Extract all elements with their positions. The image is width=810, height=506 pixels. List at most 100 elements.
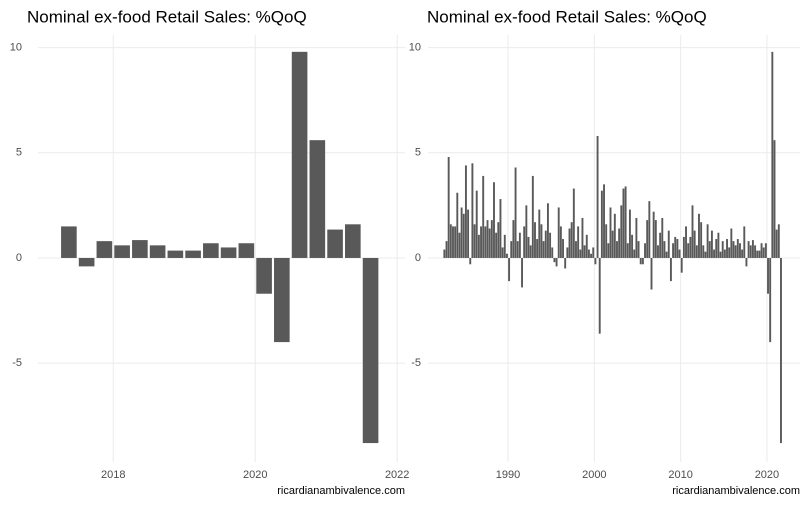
y-tick-label: 10 (409, 42, 421, 54)
bar (639, 257, 642, 265)
bar (667, 230, 670, 258)
bar (527, 236, 530, 258)
bar (745, 257, 748, 267)
bar (362, 257, 379, 444)
bar (493, 182, 495, 258)
bar (518, 232, 521, 258)
y-tick-label: 5 (415, 147, 421, 159)
bar (546, 203, 549, 258)
bar (538, 209, 541, 258)
bar (464, 165, 467, 258)
bar (769, 257, 772, 343)
bar (700, 222, 703, 258)
bar (691, 205, 694, 258)
bar (497, 222, 500, 258)
bar (551, 247, 554, 258)
x-tick-label: 1990 (496, 469, 520, 481)
bar (652, 211, 655, 258)
bar (445, 241, 448, 258)
bar (501, 247, 504, 258)
bar (646, 220, 649, 258)
caption: ricardianambivalence.com (672, 485, 800, 497)
bar (540, 224, 543, 258)
bar (754, 245, 757, 258)
bar (505, 253, 508, 258)
bar (477, 234, 480, 258)
bar (557, 207, 560, 258)
bar (672, 243, 675, 258)
bar (626, 243, 629, 258)
bar (473, 224, 476, 258)
bar (488, 228, 491, 258)
bar (777, 224, 780, 258)
bar (598, 257, 601, 334)
bar (676, 239, 679, 258)
y-tick-label: 0 (16, 252, 22, 264)
bar (717, 232, 720, 258)
bar (734, 245, 737, 258)
bar (469, 257, 472, 265)
chart-title: Nominal ex-food Retail Sales: %QoQ (27, 7, 307, 26)
bar (644, 243, 646, 258)
bar (687, 243, 690, 258)
bar (462, 213, 465, 258)
bar (575, 241, 577, 258)
bar (471, 163, 474, 258)
bar (579, 249, 582, 258)
bar (149, 245, 166, 258)
bar (592, 247, 595, 258)
y-tick-label: 5 (16, 147, 22, 159)
bar (749, 245, 752, 258)
bar (674, 236, 677, 258)
bar (590, 253, 593, 258)
bar (61, 226, 77, 258)
bar (167, 250, 184, 258)
bar (704, 251, 707, 258)
bar (747, 241, 750, 258)
bar (663, 241, 666, 258)
bar (467, 209, 470, 258)
bar (685, 226, 687, 258)
bar (728, 247, 731, 258)
bar (490, 220, 493, 258)
bar (523, 226, 526, 258)
bar (622, 188, 625, 258)
bar (661, 218, 664, 258)
x-tick-label: 2000 (582, 469, 606, 481)
bar (710, 230, 713, 258)
y-tick-label: 10 (10, 42, 22, 54)
bar (613, 213, 616, 258)
bar (475, 190, 478, 258)
bar (536, 239, 539, 258)
bar (771, 51, 774, 258)
bar (609, 207, 612, 258)
bar (345, 224, 361, 258)
bar (732, 241, 735, 258)
bar (628, 209, 631, 258)
bar (721, 241, 724, 258)
bar (693, 230, 696, 258)
bar (566, 247, 569, 258)
y-tick-label: -5 (12, 357, 22, 369)
bar (564, 257, 567, 269)
chart-title: Nominal ex-food Retail Sales: %QoQ (427, 7, 707, 26)
bar (743, 226, 746, 258)
bar (730, 228, 733, 258)
bar (544, 230, 547, 258)
bar (695, 245, 698, 258)
bar (503, 234, 506, 258)
bar (713, 249, 716, 258)
bar (773, 140, 776, 258)
bar (443, 249, 446, 258)
bar (678, 249, 681, 258)
bar (327, 229, 343, 258)
bar (484, 226, 487, 258)
bar (620, 205, 623, 258)
bar (553, 257, 556, 263)
y-tick-label: -5 (411, 357, 421, 369)
bar (512, 220, 515, 258)
bar (570, 222, 573, 258)
bar (78, 257, 95, 267)
